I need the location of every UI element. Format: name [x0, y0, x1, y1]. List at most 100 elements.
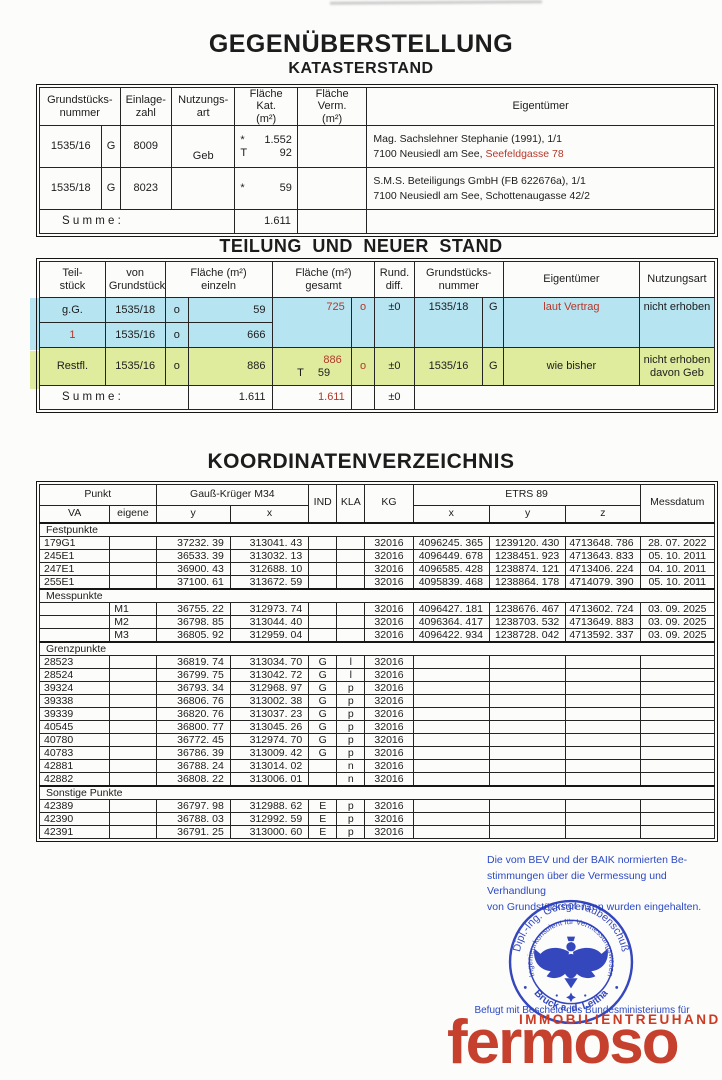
cell: 42882 [38, 771, 111, 786]
col-ind: IND [308, 484, 338, 523]
cell: 312988. 62 [229, 798, 310, 813]
col-messdatum: Messdatum [639, 484, 716, 523]
kg-flag: G [101, 125, 121, 168]
cell: E [308, 824, 338, 839]
eigentuemer: laut Vertrag [503, 297, 640, 348]
cell: p [336, 798, 366, 813]
cell: 313034. 70 [229, 654, 310, 669]
col-eigentuemer: Eigentümer [503, 261, 640, 298]
col-flaeche-verm: Fläche Verm. (m²) [296, 87, 368, 126]
cell: 313672. 59 [229, 574, 310, 589]
cell: 313000. 60 [229, 824, 310, 839]
col-eigene: eigene [109, 505, 157, 523]
flaeche-gesamt: 725 [271, 297, 352, 348]
koordinaten-grid: Punkt Gauß-Krüger M34 IND KLA KG ETRS 89… [38, 484, 716, 839]
summe-label: S u m m e : [38, 209, 236, 234]
cell: 36799. 75 [155, 667, 231, 682]
cell: n [336, 758, 366, 773]
teilstueck: Restfl. [39, 347, 106, 386]
cell: 4713649. 883 [565, 614, 641, 629]
cell [488, 654, 567, 669]
cell: 36533. 39 [155, 548, 231, 563]
grundstuecksnummer-neu: 1535/18 [413, 297, 484, 348]
cell [412, 811, 490, 826]
cell: E [308, 811, 338, 826]
cell [109, 706, 157, 721]
flaeche-wert: 59 [279, 182, 292, 195]
col-von-grundstueck: von Grundstück [104, 261, 166, 298]
cell [308, 535, 338, 550]
cell: 32016 [364, 654, 414, 669]
cell: 36819. 74 [155, 654, 231, 669]
cell: 32016 [364, 535, 414, 550]
cell [109, 654, 157, 669]
cell: 36798. 85 [155, 614, 231, 629]
cell: n [336, 771, 366, 786]
cell [565, 719, 641, 734]
cell: 1239120. 430 [488, 535, 567, 550]
scan-artifact [329, 0, 543, 5]
cell: 39339 [38, 706, 111, 721]
cell [412, 732, 490, 747]
page-title: GEGENÜBERSTELLUNG [208, 30, 514, 58]
cell [412, 798, 490, 813]
cell [639, 667, 716, 682]
cell: 32016 [364, 693, 414, 708]
cell: M1 [109, 601, 157, 616]
cell [109, 824, 157, 839]
cell: G [308, 719, 338, 734]
eigentuemer: S.M.S. Beteiligungs GmbH (FB 622676a), 1… [366, 167, 715, 210]
adresse: 7100 Neusiedl am See, [373, 147, 486, 160]
cell: 312688. 10 [229, 561, 310, 576]
grundstuecksnummer-neu: 1535/16 [413, 347, 484, 386]
cell [565, 667, 641, 682]
table-row: M2 36798. 85 313044. 40 32016 4096364. 417 12… [38, 614, 716, 629]
cell: 179G1 [38, 535, 111, 550]
cell: G [308, 680, 338, 695]
cell [565, 811, 641, 826]
teilung-grid: Teil- stück von Grundstück Fläche (m²) e… [38, 261, 716, 410]
cell [565, 654, 641, 669]
cell: G [308, 693, 338, 708]
cell: 4095839. 468 [412, 574, 490, 589]
cell [488, 745, 567, 760]
table-row: 1535/18 G 8023 * 59 S.M.S. Beteiligungs G… [38, 167, 715, 210]
cell: 36791. 25 [155, 824, 231, 839]
cell: 312974. 70 [229, 732, 310, 747]
col-flaeche-kat: Fläche Kat. (m²) [234, 87, 298, 126]
cell [488, 693, 567, 708]
gesamt-t-zeile: T 59 [276, 367, 348, 379]
cell [412, 824, 490, 839]
cell: 1238728. 042 [488, 627, 567, 642]
hinweis-zeile: stimmungen über die Vermessung und Verha… [487, 869, 667, 898]
table-row: M3 36805. 92 312959. 04 32016 4096422. 934 12… [38, 627, 716, 642]
koordinaten-table: Punkt Gauß-Krüger M34 IND KLA KG ETRS 89… [36, 481, 718, 842]
cell: 4096585. 428 [412, 561, 490, 576]
cell [109, 693, 157, 708]
cell [639, 719, 716, 734]
cell: l [336, 654, 366, 669]
cell [488, 811, 567, 826]
cell [565, 693, 641, 708]
summe-rund: ±0 [374, 385, 415, 410]
cell [639, 758, 716, 773]
summe-label: S u m m e : [38, 385, 190, 410]
cell: 32016 [364, 758, 414, 773]
cell: 313044. 40 [229, 614, 310, 629]
cell: M2 [109, 614, 157, 629]
adresse-markiert: Seefeldgasse 78 [485, 147, 564, 160]
cell [308, 614, 338, 629]
col-gk-x: x [229, 505, 310, 523]
table-row: g.G. 1535/18 o 59 725 o ±0 1535/18 G lau… [39, 297, 716, 348]
cell [412, 654, 490, 669]
cell: 32016 [364, 745, 414, 760]
hinweis-zeile: Die vom BEV und der BAIK normierten Be- [487, 854, 688, 866]
section-title-teilung: TEILUNG UND NEUER STAND [219, 236, 503, 256]
cell: 36755. 22 [155, 601, 231, 616]
cell: 32016 [364, 719, 414, 734]
section-label: Messpunkte [39, 587, 715, 603]
grundstuecksnummer: 1535/16 [38, 125, 103, 168]
